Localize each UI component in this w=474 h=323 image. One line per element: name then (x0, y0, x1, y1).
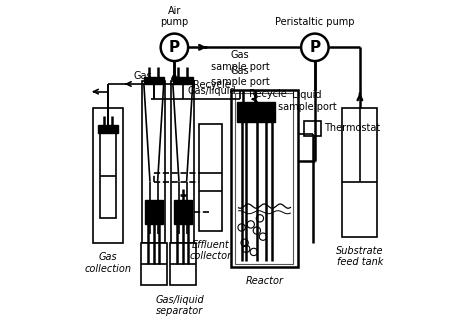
Bar (142, 81, 165, 243)
Text: Recycle: Recycle (193, 80, 231, 90)
Text: Recycle: Recycle (249, 89, 287, 99)
Bar (172, 81, 194, 243)
Bar (98, 125, 118, 133)
Bar (199, 124, 222, 231)
Text: P: P (169, 40, 180, 55)
Bar (141, 243, 167, 286)
Text: Gas/liquid: Gas/liquid (188, 86, 237, 96)
Bar (237, 102, 275, 122)
Text: Liquid
sample port: Liquid sample port (278, 90, 337, 112)
Bar (342, 109, 377, 237)
Text: Gas
sample port: Gas sample port (210, 50, 269, 72)
Bar (173, 200, 192, 224)
Circle shape (301, 34, 328, 61)
Bar (304, 120, 321, 136)
Text: Reactor: Reactor (246, 276, 283, 286)
Text: Air
pump: Air pump (160, 6, 189, 27)
Bar (145, 200, 163, 224)
Bar (170, 243, 196, 286)
Text: Gas
collection: Gas collection (84, 252, 131, 274)
Bar (236, 93, 293, 264)
Text: Peristaltic pump: Peristaltic pump (275, 17, 355, 27)
Bar (144, 77, 164, 84)
Bar (173, 77, 193, 84)
Bar (231, 90, 298, 267)
Text: Gas
sample port: Gas sample port (210, 66, 269, 87)
Text: Gas: Gas (133, 71, 152, 81)
Text: Effluent
collector: Effluent collector (189, 240, 231, 261)
Bar (100, 133, 117, 218)
Text: Substrate
feed tank: Substrate feed tank (336, 246, 383, 267)
Text: P: P (310, 40, 320, 55)
Text: Thermostat: Thermostat (324, 123, 380, 133)
Text: Gas/liquid
separator: Gas/liquid separator (155, 295, 204, 316)
Circle shape (161, 34, 188, 61)
Bar (93, 109, 122, 243)
